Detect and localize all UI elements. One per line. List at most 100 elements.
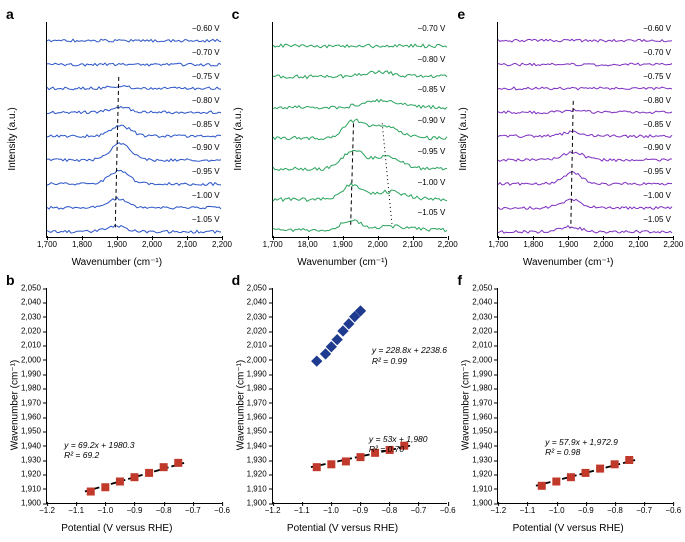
y-tick: 1,980 <box>247 384 267 393</box>
y-tick: 1,950 <box>472 427 492 436</box>
panel-e: e1,7001,8001,9002,0002,1002,200−0.60 V−0… <box>455 6 681 272</box>
y-tick: 1,970 <box>21 398 41 407</box>
spectrum-trace <box>498 199 672 209</box>
trace-voltage-label: −0.85 V <box>418 85 446 94</box>
x-tick: 1,800 <box>72 240 92 249</box>
x-tick: 1,900 <box>333 240 353 249</box>
scatter-point <box>596 465 604 473</box>
spectrum-trace <box>498 87 672 90</box>
y-tick: 2,040 <box>21 298 41 307</box>
fit-rsq: R² = 0.98 <box>545 447 580 457</box>
y-tick: 1,920 <box>247 470 267 479</box>
x-tick: −0.6 <box>214 506 230 515</box>
x-axis-label: Wavenumber (cm⁻¹) <box>4 257 230 268</box>
y-tick: 1,940 <box>472 441 492 450</box>
scatter-point <box>538 482 546 490</box>
fit-equation: y = 69.2x + 1980.3 <box>64 440 134 450</box>
scatter-point <box>174 459 182 467</box>
y-tick: 1,900 <box>21 499 41 508</box>
panel-letter: f <box>457 272 462 288</box>
x-axis-label: Potential (V versus RHE) <box>4 523 230 534</box>
x-tick: −0.7 <box>185 506 201 515</box>
x-tick: 2,100 <box>628 240 648 249</box>
y-tick: 2,010 <box>247 341 267 350</box>
scatter-point <box>567 473 575 481</box>
y-tick: 1,980 <box>472 384 492 393</box>
fit-annotation: y = 57.9x + 1,972.9R² = 0.98 <box>545 437 618 457</box>
y-tick: 1,900 <box>247 499 267 508</box>
fit-equation: y = 228.8x + 2238.6 <box>372 345 447 355</box>
scatter-point <box>131 473 139 481</box>
spectrum-trace <box>47 63 221 66</box>
x-tick: 1,700 <box>488 240 508 249</box>
x-tick: −0.8 <box>156 506 172 515</box>
panel-d: d−1.2−1.1−1.0−0.9−0.8−0.7−0.61,9001,9101… <box>230 272 456 538</box>
trace-voltage-label: −0.75 V <box>192 72 220 81</box>
x-tick: 2,100 <box>403 240 423 249</box>
y-tick: 1,910 <box>21 484 41 493</box>
scatter-point <box>553 478 561 486</box>
scatter-point <box>356 453 364 461</box>
y-tick: 2,050 <box>21 284 41 293</box>
trace-voltage-label: −1.00 V <box>643 191 671 200</box>
scatter-point <box>87 488 95 496</box>
trace-voltage-label: −0.95 V <box>418 147 446 156</box>
fit-rsq: R² = 0.99 <box>372 356 407 366</box>
x-tick: −0.8 <box>381 506 397 515</box>
scatter-point <box>342 457 350 465</box>
panel-c: c1,70018,001,9002,0002,1002,200−0.70 V−0… <box>230 6 456 272</box>
y-tick: 1,960 <box>472 413 492 422</box>
trace-voltage-label: −1.05 V <box>643 215 671 224</box>
x-axis-label: Wavenumber (cm⁻¹) <box>230 257 456 268</box>
peak-guide <box>115 77 119 228</box>
spectrum-trace <box>47 107 221 114</box>
x-tick: 2,000 <box>593 240 613 249</box>
y-axis-label: Wavenumber (cm⁻¹) <box>10 360 21 450</box>
x-axis-label: Wavenumber (cm⁻¹) <box>455 257 681 268</box>
spectrum-trace <box>498 152 672 162</box>
x-tick: −1.2 <box>39 506 55 515</box>
y-tick: 1,970 <box>247 398 267 407</box>
spectrum-trace <box>498 63 672 66</box>
spectrum-trace <box>47 86 221 90</box>
y-tick: 1,930 <box>21 456 41 465</box>
spectrum-trace <box>47 225 221 233</box>
x-tick: −1.1 <box>294 506 310 515</box>
trace-voltage-label: −0.90 V <box>192 143 220 152</box>
x-tick: 2,100 <box>177 240 197 249</box>
y-tick: 1,960 <box>247 413 267 422</box>
spectrum-trace <box>273 99 447 109</box>
spectrum-trace <box>498 131 672 138</box>
trace-voltage-label: −0.95 V <box>192 167 220 176</box>
fit-rsq: R² = 0.70 <box>369 444 404 454</box>
figure-root: a1,7001,8001,9002,0002,1002,200−0.60 V−0… <box>0 0 685 542</box>
y-tick: 1,990 <box>247 370 267 379</box>
y-tick: 1,910 <box>472 484 492 493</box>
x-tick: 18,00 <box>298 240 318 249</box>
x-tick: −0.6 <box>665 506 681 515</box>
y-tick: 2,030 <box>247 312 267 321</box>
scatter-point <box>116 478 124 486</box>
spectrum-trace <box>498 109 672 114</box>
y-tick: 2,000 <box>21 355 41 364</box>
y-tick: 1,930 <box>247 456 267 465</box>
trace-voltage-label: −0.90 V <box>643 143 671 152</box>
y-tick: 1,990 <box>472 370 492 379</box>
panel-b: b−1.2−1.1−1.0−0.9−0.8−0.7−0.61,9001,9101… <box>4 272 230 538</box>
trace-voltage-label: −0.80 V <box>192 96 220 105</box>
x-tick: −1.2 <box>490 506 506 515</box>
panel-letter: d <box>232 272 241 288</box>
x-tick: −0.6 <box>440 506 456 515</box>
trace-voltage-label: −0.85 V <box>192 120 220 129</box>
y-tick: 1,900 <box>472 499 492 508</box>
y-tick: 2,010 <box>472 341 492 350</box>
panel-letter: b <box>6 272 15 288</box>
x-tick: 1,900 <box>558 240 578 249</box>
y-tick: 2,040 <box>247 298 267 307</box>
x-tick: −0.9 <box>127 506 143 515</box>
fit-annotation: y = 69.2x + 1980.3R² = 69.2 <box>64 440 134 460</box>
trace-voltage-label: −1.00 V <box>192 191 220 200</box>
x-tick: −1.1 <box>520 506 536 515</box>
panel-f: f−1.2−1.1−1.0−0.9−0.8−0.7−0.61,9001,9101… <box>455 272 681 538</box>
panel-letter: e <box>457 6 465 22</box>
